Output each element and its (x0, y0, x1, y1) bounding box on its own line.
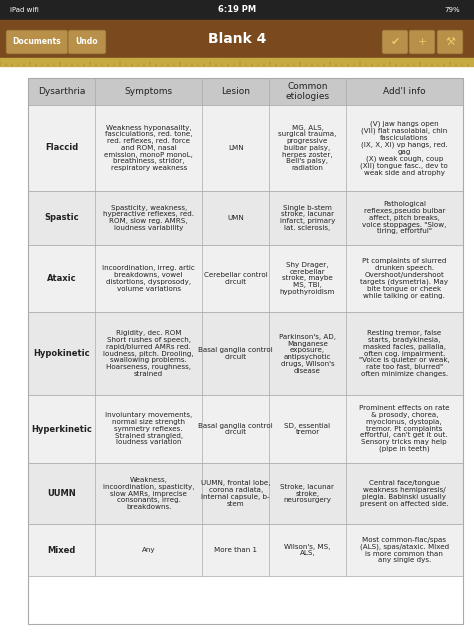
Text: ✔: ✔ (390, 37, 400, 47)
Text: Resting tremor, false
starts, bradykinesia,
masked facies, pallalia,
often cog. : Resting tremor, false starts, bradykines… (359, 331, 450, 377)
Text: 6:19 PM: 6:19 PM (218, 6, 256, 15)
Text: Mixed: Mixed (47, 545, 76, 554)
Text: Documents: Documents (13, 37, 61, 47)
Text: Ataxic: Ataxic (47, 274, 76, 283)
Text: LMN: LMN (228, 145, 244, 151)
Bar (28, 312, 463, 396)
Text: Lesion: Lesion (221, 87, 250, 96)
Text: (V) jaw hangs open
(VII) flat nasolabial, chin
fasciculations
(IX, X, XI) vp han: (V) jaw hangs open (VII) flat nasolabial… (360, 120, 448, 176)
Text: 79%: 79% (444, 7, 460, 13)
Bar (28, 78, 463, 624)
Bar (0, 58, 474, 66)
Bar (28, 525, 463, 576)
Text: Wilson's, MS,
ALS,: Wilson's, MS, ALS, (284, 544, 331, 556)
Text: UMN: UMN (228, 215, 244, 221)
Text: Hyperkinetic: Hyperkinetic (31, 425, 92, 434)
FancyBboxPatch shape (382, 30, 408, 54)
Bar (28, 191, 463, 245)
Text: Rigidity, dec. ROM
Short rushes of speech,
rapid/blurred AMRs red.
loudness, pit: Rigidity, dec. ROM Short rushes of speec… (103, 331, 194, 377)
Text: Weakness hyponasality,
fasciculations, red. tone,
red. reflexes, red. force
and : Weakness hyponasality, fasciculations, r… (104, 125, 193, 171)
Text: Spasticity, weakness,
hyperactive reflexes, red.
ROM, slow reg. AMRS,
loudness v: Spasticity, weakness, hyperactive reflex… (103, 205, 194, 231)
Bar (28, 463, 463, 525)
Bar (28, 245, 463, 312)
FancyBboxPatch shape (6, 30, 68, 54)
Text: Dysarthria: Dysarthria (38, 87, 85, 96)
Text: Flaccid: Flaccid (45, 143, 78, 152)
Bar (28, 78, 463, 105)
Text: Parkinson's, AD,
Manganese
exposure,
antipsychotic
drugs, Wilson's
disease: Parkinson's, AD, Manganese exposure, ant… (279, 334, 336, 374)
FancyBboxPatch shape (409, 30, 435, 54)
Bar (28, 105, 463, 191)
Text: Pathological
reflexes,pseudo bulbar
affect, pitch breaks,
voice stoppages. "Slow: Pathological reflexes,pseudo bulbar affe… (362, 202, 447, 234)
Text: MG, ALS,
surgical trauma,
progressive
bulbar palsy,
herpes zoster,
Bell's palsy,: MG, ALS, surgical trauma, progressive bu… (278, 125, 337, 171)
Text: Hypokinetic: Hypokinetic (33, 349, 90, 358)
Text: Basal ganglia control
circuit: Basal ganglia control circuit (198, 423, 273, 435)
Text: +: + (417, 37, 427, 47)
Text: Any: Any (142, 547, 155, 553)
Text: Undo: Undo (76, 37, 98, 47)
Text: Basal ganglia control
circuit: Basal ganglia control circuit (198, 348, 273, 360)
Text: Add'l info: Add'l info (383, 87, 426, 96)
Text: ⚒: ⚒ (445, 37, 455, 47)
Text: Spastic: Spastic (45, 214, 79, 222)
Text: Shy Drager,
cerebellar
stroke, maybe
MS, TBI,
hypothyroidism: Shy Drager, cerebellar stroke, maybe MS,… (280, 262, 335, 295)
Text: Pt complaints of slurred
drunken speech.
Overshoot/undershoot
targets (dysmetria: Pt complaints of slurred drunken speech.… (360, 258, 448, 298)
Text: Symptoms: Symptoms (125, 87, 173, 96)
Text: More than 1: More than 1 (214, 547, 257, 553)
Bar (28, 396, 463, 463)
Text: Involuntary movements,
normal size strength
symmetry reflexes.
Strained strangle: Involuntary movements, normal size stren… (105, 413, 192, 446)
Text: Weakness,
incoordination, spasticity,
slow AMRs, imprecise
consonants, irreg.
br: Weakness, incoordination, spasticity, sl… (103, 477, 194, 510)
FancyBboxPatch shape (437, 30, 463, 54)
Text: Blank 4: Blank 4 (208, 32, 266, 46)
Text: UUMN: UUMN (47, 489, 76, 498)
Text: SD, essential
tremor: SD, essential tremor (284, 423, 330, 435)
FancyBboxPatch shape (68, 30, 106, 54)
Text: Single b-stem
stroke, lacunar
infarct, primary
lat. sclerosis,: Single b-stem stroke, lacunar infarct, p… (280, 205, 335, 231)
Text: Cerebellar control
circuit: Cerebellar control circuit (204, 272, 268, 285)
Text: Central face/tongue
weakness hemiparesis/
plegia. Babinski usually
present on af: Central face/tongue weakness hemiparesis… (360, 480, 448, 507)
Text: Stroke, lacunar
stroke,
neurosurgery: Stroke, lacunar stroke, neurosurgery (281, 484, 335, 503)
Text: Common
etiologies: Common etiologies (285, 82, 329, 101)
Bar (0, 66, 474, 632)
Text: iPad wifi: iPad wifi (10, 7, 39, 13)
Text: Most common-flac/spas
(ALS), spas/ataxic. Mixed
is more common than
any single d: Most common-flac/spas (ALS), spas/ataxic… (360, 537, 449, 563)
Text: UUMN, frontal lobe,
corona radiata,
internal capsule, b-
stem: UUMN, frontal lobe, corona radiata, inte… (201, 480, 271, 507)
Bar (0, 0, 474, 20)
Text: Prominent effects on rate
& prosody, chorea,
myoclonus, dystopia,
tremor. Pt com: Prominent effects on rate & prosody, cho… (359, 406, 449, 453)
Text: Incoordination, irreg. artic
breakdowns, vowel
distortions, dysprosody,
volume v: Incoordination, irreg. artic breakdowns,… (102, 265, 195, 291)
Bar (0, 20, 474, 58)
